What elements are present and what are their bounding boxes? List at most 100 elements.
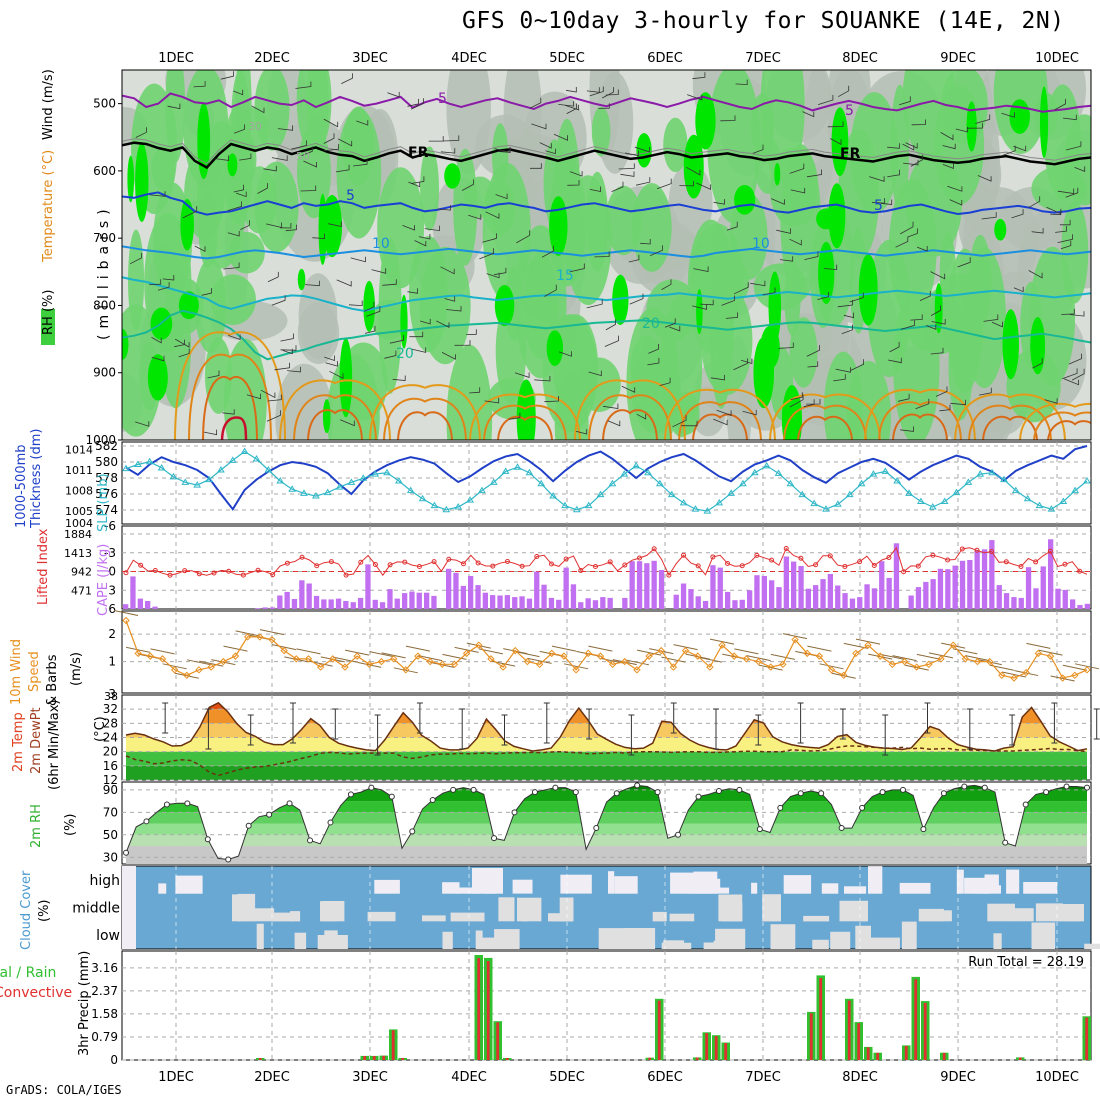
wind-barb — [440, 148, 456, 154]
wind-barb-10m — [296, 648, 321, 655]
wind-barb — [915, 398, 930, 410]
cape-bar — [534, 571, 540, 609]
rh-shade-bright — [147, 354, 168, 401]
precip-convective-bar — [942, 1052, 946, 1060]
slp-point — [1035, 501, 1044, 509]
precip-convective-bar — [724, 1043, 728, 1060]
slp-line — [125, 450, 1088, 512]
rh-shade-green — [789, 317, 818, 388]
wind-barb-10m — [259, 629, 285, 636]
cloud-clear-patch — [498, 897, 515, 922]
cloud-clear-patch — [317, 935, 348, 949]
wind10m-panel: 1 2 3 — [108, 609, 1100, 701]
slp-point — [620, 470, 629, 477]
cape-bar — [717, 567, 723, 609]
wind-barb — [558, 101, 574, 107]
wind-speed-point — [329, 655, 337, 663]
wind-barb — [257, 183, 268, 194]
rh-shade-bright — [753, 336, 775, 409]
precip-convective-bar — [914, 979, 918, 1060]
wind-speed-point — [633, 666, 641, 674]
isotherm-warm — [1033, 411, 1091, 440]
cape-bar — [658, 570, 665, 609]
isotherm-warm — [797, 415, 853, 440]
cape-bar — [893, 543, 900, 609]
wind-barb — [514, 372, 530, 378]
rh-point — [204, 836, 211, 843]
slp-point — [905, 489, 913, 496]
cape-bar — [908, 595, 914, 609]
lifted-point — [1003, 559, 1009, 565]
slp-point — [786, 479, 795, 487]
wind-speed-point — [316, 663, 325, 671]
cape-bar — [761, 576, 767, 609]
wind-barb — [440, 266, 455, 275]
temp2m-axis-label-3: (6hr Min/Max) — [47, 700, 62, 790]
date-label-bottom: 4DEC — [451, 1070, 487, 1085]
isotherm-warm — [307, 409, 363, 440]
wind-barb — [227, 231, 240, 237]
wind-barb — [661, 279, 672, 290]
rh-point — [715, 787, 722, 794]
isotherm-fr-shadow — [122, 138, 1091, 165]
wind-barb — [931, 319, 946, 325]
wind-barb — [323, 118, 339, 128]
wind-barb — [409, 331, 424, 338]
slp-point — [133, 460, 142, 468]
cape-bar — [130, 576, 136, 609]
isotherm-label: 10 — [372, 236, 390, 252]
wind-barb-10m — [916, 653, 941, 660]
wind-barb — [468, 214, 482, 220]
dewpt-line — [125, 745, 1088, 777]
temp2m-axis-label: 2m Temp — [11, 712, 26, 772]
wind-barb — [588, 370, 602, 377]
rh-shade-bright — [546, 330, 564, 367]
wind-barb — [175, 338, 190, 348]
cape-bar — [512, 597, 518, 609]
cloud-clear-patch — [751, 882, 758, 894]
wind-barb — [544, 284, 557, 297]
wind-barb — [681, 420, 698, 427]
wind-barb — [636, 413, 647, 420]
precip-tick: 3.16 — [91, 961, 118, 975]
wind-barb — [274, 362, 290, 371]
slp-point — [715, 498, 724, 506]
slp-point — [572, 505, 581, 513]
wind-barb — [981, 212, 997, 220]
panel-frame — [121, 610, 1092, 694]
temperature-legend-label: Temperature (°C) — [41, 150, 56, 263]
rh-point — [961, 783, 968, 790]
cape-bar — [930, 579, 936, 609]
isotherm-warm — [293, 394, 377, 440]
rh-tick: 30 — [103, 850, 118, 864]
wind-barb — [679, 180, 694, 187]
cloud-clear-patch — [868, 866, 883, 894]
rh-shade-bright — [549, 196, 568, 256]
lifted-point — [607, 559, 613, 565]
wind-barb — [1068, 353, 1082, 365]
cape-lifted-panel: -3 0 3 6 -6 471 942 1413 1884 — [64, 519, 1092, 616]
cape-bar — [402, 593, 408, 609]
wind-barb — [806, 169, 822, 178]
wind-speed-point — [681, 646, 690, 655]
cloud-clear-patch — [844, 886, 867, 894]
wind-speed-point — [961, 655, 970, 663]
rh-shade-green — [254, 161, 299, 253]
wind-barb-10m — [588, 645, 613, 652]
cloud-clear-patch — [783, 875, 812, 894]
cloud-clear-patch — [1035, 903, 1063, 922]
slp-point — [157, 463, 166, 471]
cloud-clear-patch — [548, 913, 573, 922]
slp-point — [217, 466, 225, 473]
wind-barb — [303, 160, 317, 168]
wind-barb — [1071, 368, 1085, 381]
cape-bar — [372, 599, 378, 609]
wind10m-unit: (m/s) — [69, 652, 84, 686]
slp-point — [454, 503, 463, 510]
rh-shade-green — [591, 106, 611, 157]
lifted-point — [460, 561, 466, 567]
wind-barb — [328, 221, 342, 227]
cloud-clear-patch — [669, 913, 695, 922]
wind-barb — [817, 291, 829, 300]
isotherm-teal — [122, 309, 1091, 361]
